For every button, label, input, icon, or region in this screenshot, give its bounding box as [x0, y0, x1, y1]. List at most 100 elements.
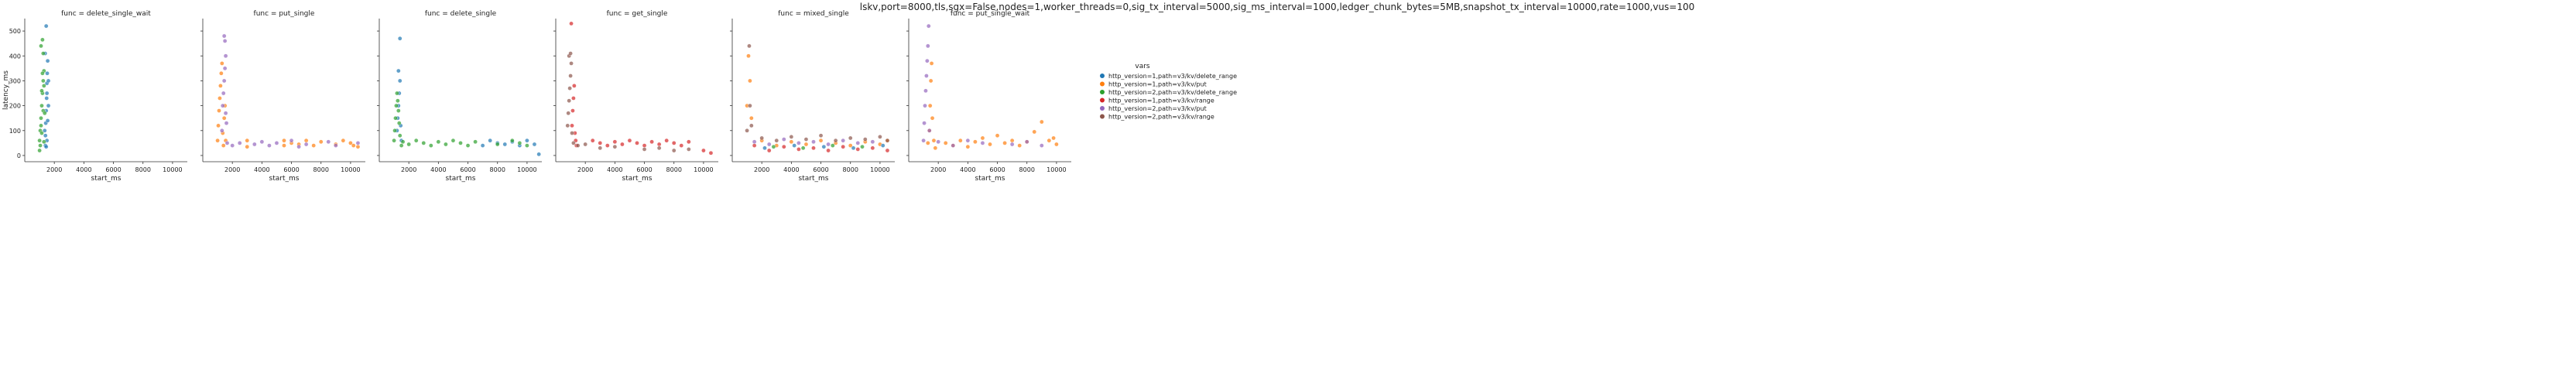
x-tick-label: 8000: [1019, 166, 1035, 173]
x-tick-label: 8000: [490, 166, 505, 173]
data-point: [406, 142, 411, 147]
data-point: [1032, 129, 1037, 135]
data-point: [355, 141, 361, 145]
data-point: [620, 142, 625, 147]
data-point: [221, 91, 226, 96]
data-point: [687, 139, 691, 145]
data-point: [936, 139, 940, 145]
data-point: [45, 58, 50, 63]
data-point: [930, 115, 935, 121]
x-tick-label: 6000: [989, 166, 1005, 173]
data-point: [885, 148, 890, 153]
legend-marker: [1100, 106, 1105, 111]
data-point: [880, 143, 886, 148]
data-point: [570, 108, 575, 113]
data-point: [458, 141, 463, 145]
data-point: [745, 128, 749, 133]
data-point: [218, 84, 223, 88]
data-point: [789, 135, 794, 139]
data-point: [671, 141, 677, 145]
data-point: [749, 123, 754, 128]
x-tick-label: 4000: [960, 166, 975, 173]
data-point: [39, 123, 43, 128]
data-point: [762, 145, 767, 151]
data-point: [502, 142, 508, 147]
data-point: [924, 74, 929, 78]
data-point: [221, 33, 227, 39]
data-point: [958, 138, 963, 143]
x-tick-label: 10000: [341, 166, 360, 173]
data-point: [771, 144, 776, 149]
data-point: [570, 131, 574, 135]
data-point: [605, 143, 610, 148]
data-point: [274, 141, 279, 145]
panel-title: func = put_single_wait: [951, 10, 1030, 18]
data-point: [396, 108, 401, 113]
data-point: [341, 138, 346, 143]
data-point: [748, 103, 752, 108]
data-point: [311, 143, 316, 148]
data-point: [221, 143, 226, 148]
data-point: [926, 23, 931, 29]
data-point: [995, 133, 1000, 138]
data-point: [803, 137, 809, 142]
data-point: [927, 128, 932, 133]
data-point: [980, 135, 985, 141]
data-point: [928, 78, 933, 84]
data-point: [818, 138, 824, 143]
panel-title: func = mixed_single: [778, 10, 849, 18]
facet-panel: func = mixed_single 2000 4000 6000 8000 10000…: [730, 10, 895, 183]
x-axis-label: start_ms: [799, 175, 829, 183]
x-axis-label: start_ms: [91, 175, 122, 183]
data-point: [39, 103, 44, 108]
data-point: [282, 138, 286, 143]
data-point: [429, 143, 433, 148]
data-point: [965, 138, 971, 143]
data-point: [37, 148, 42, 153]
data-point: [444, 142, 448, 147]
data-point: [748, 78, 752, 84]
data-point: [42, 139, 46, 145]
data-point: [221, 78, 227, 84]
data-point: [826, 148, 831, 153]
data-point: [1040, 143, 1044, 148]
x-axis-label: start_ms: [269, 175, 300, 183]
data-point: [766, 148, 772, 153]
data-point: [395, 91, 399, 96]
data-point: [215, 138, 220, 143]
data-point: [570, 123, 574, 128]
data-point: [37, 138, 42, 143]
data-point: [436, 139, 441, 145]
data-point: [568, 74, 573, 78]
facet-panel: func = delete_single 2000 4000 6000 8000 1000…: [377, 10, 542, 183]
data-point: [224, 121, 229, 125]
data-point: [245, 144, 250, 149]
data-point: [1051, 135, 1056, 141]
data-point: [44, 96, 50, 101]
data-point: [988, 142, 992, 147]
data-point: [222, 66, 228, 71]
panel-title: func = put_single: [254, 10, 315, 18]
data-point: [821, 144, 827, 149]
data-point: [746, 53, 751, 59]
legend-entry-label: http_version=2,path=v3/kv/delete_range: [1108, 89, 1237, 96]
data-point: [450, 138, 456, 143]
data-point: [46, 103, 51, 108]
data-point: [565, 123, 570, 128]
data-point: [782, 137, 786, 142]
data-point: [392, 138, 396, 143]
data-point: [973, 139, 978, 145]
data-point: [220, 61, 224, 66]
data-point: [583, 142, 587, 147]
data-point: [774, 138, 779, 143]
data-point: [393, 115, 398, 121]
data-point: [943, 141, 948, 145]
data-point: [803, 142, 809, 147]
data-point: [863, 137, 868, 142]
x-tick-label: 6000: [105, 166, 121, 173]
data-point: [671, 148, 677, 153]
legend-marker: [1100, 97, 1105, 103]
data-point: [796, 147, 801, 152]
data-point: [833, 138, 838, 143]
data-point: [860, 144, 865, 149]
